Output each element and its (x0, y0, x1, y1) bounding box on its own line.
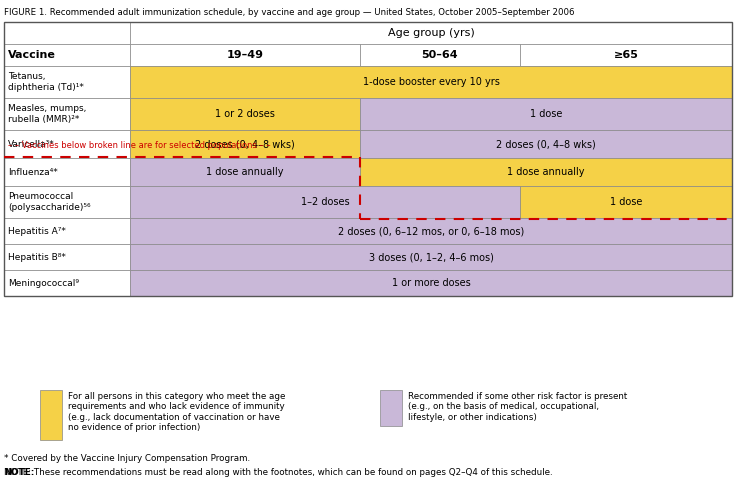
Text: Hepatitis B⁸*: Hepatitis B⁸* (8, 252, 66, 261)
Text: FIGURE 1. Recommended adult immunization schedule, by vaccine and age group — Un: FIGURE 1. Recommended adult immunization… (4, 8, 575, 17)
Bar (130, 186, 520, 218)
Bar (360, 158, 732, 186)
Text: Age group (yrs): Age group (yrs) (388, 28, 475, 38)
Bar (4, 130, 130, 158)
Bar (130, 130, 360, 158)
Text: ≥65: ≥65 (614, 50, 638, 60)
Bar (130, 244, 732, 270)
Bar (130, 98, 360, 130)
Text: 3 doses (0, 1–2, 4–6 mos): 3 doses (0, 1–2, 4–6 mos) (369, 252, 493, 262)
Bar (360, 44, 520, 66)
Text: 1 or 2 doses: 1 or 2 doses (215, 109, 275, 119)
Bar (130, 270, 732, 296)
Text: 1 or more doses: 1 or more doses (392, 278, 470, 288)
Text: 2 doses (0, 6–12 mos, or 0, 6–18 mos): 2 doses (0, 6–12 mos, or 0, 6–18 mos) (338, 226, 524, 236)
Bar (4, 270, 130, 296)
Bar (130, 158, 360, 186)
Bar (520, 186, 732, 218)
Text: 1 dose: 1 dose (610, 197, 643, 207)
Bar (520, 44, 732, 66)
Text: Pneumococcal
(polysaccharide)⁵⁶: Pneumococcal (polysaccharide)⁵⁶ (8, 192, 91, 212)
Bar (4, 22, 130, 44)
Bar (130, 66, 732, 98)
Text: Varicella³*: Varicella³* (8, 139, 54, 148)
Bar (40, 390, 62, 440)
Text: NOTE:: NOTE: (4, 468, 35, 477)
Text: Vaccine: Vaccine (8, 50, 56, 60)
Text: Hepatitis A⁷*: Hepatitis A⁷* (8, 227, 66, 236)
Bar (4, 98, 130, 130)
Text: 2 doses (0, 4–8 wks): 2 doses (0, 4–8 wks) (496, 139, 596, 149)
Bar (4, 244, 130, 270)
Text: 1 dose annually: 1 dose annually (206, 167, 284, 177)
Bar (360, 98, 732, 130)
Text: 19–49: 19–49 (227, 50, 263, 60)
Text: Influenza⁴*: Influenza⁴* (8, 167, 57, 176)
Text: Recommended if some other risk factor is present
(e.g., on the basis of medical,: Recommended if some other risk factor is… (408, 392, 627, 422)
Text: 50–64: 50–64 (422, 50, 459, 60)
Bar (130, 44, 360, 66)
Bar (4, 158, 130, 186)
Text: For all persons in this category who meet the age
requirements and who lack evid: For all persons in this category who mee… (68, 392, 286, 432)
Bar (4, 66, 130, 98)
Bar (380, 390, 402, 426)
Text: 1–2 doses: 1–2 doses (301, 197, 350, 207)
Bar (130, 218, 732, 244)
Text: Tetanus,
diphtheria (Td)¹*: Tetanus, diphtheria (Td)¹* (8, 72, 84, 92)
Bar (4, 186, 130, 218)
Text: – – Vaccines below broken line are for selected populations – –: – – Vaccines below broken line are for s… (8, 141, 271, 150)
Bar (4, 218, 130, 244)
Text: 1 dose: 1 dose (530, 109, 562, 119)
Bar (360, 130, 732, 158)
Text: NOTE: These recommendations must be read along with the footnotes, which can be : NOTE: These recommendations must be read… (4, 468, 553, 477)
Text: * Covered by the Vaccine Injury Compensation Program.: * Covered by the Vaccine Injury Compensa… (4, 454, 250, 463)
Bar (130, 22, 732, 44)
Text: Meningococcal⁹: Meningococcal⁹ (8, 278, 79, 287)
Bar (4, 22, 732, 296)
Text: 2 doses (0, 4–8 wks): 2 doses (0, 4–8 wks) (195, 139, 295, 149)
Text: 1-dose booster every 10 yrs: 1-dose booster every 10 yrs (363, 77, 500, 87)
Text: 1 dose annually: 1 dose annually (507, 167, 584, 177)
Text: Measles, mumps,
rubella (MMR)²*: Measles, mumps, rubella (MMR)²* (8, 104, 86, 124)
Bar (4, 44, 130, 66)
